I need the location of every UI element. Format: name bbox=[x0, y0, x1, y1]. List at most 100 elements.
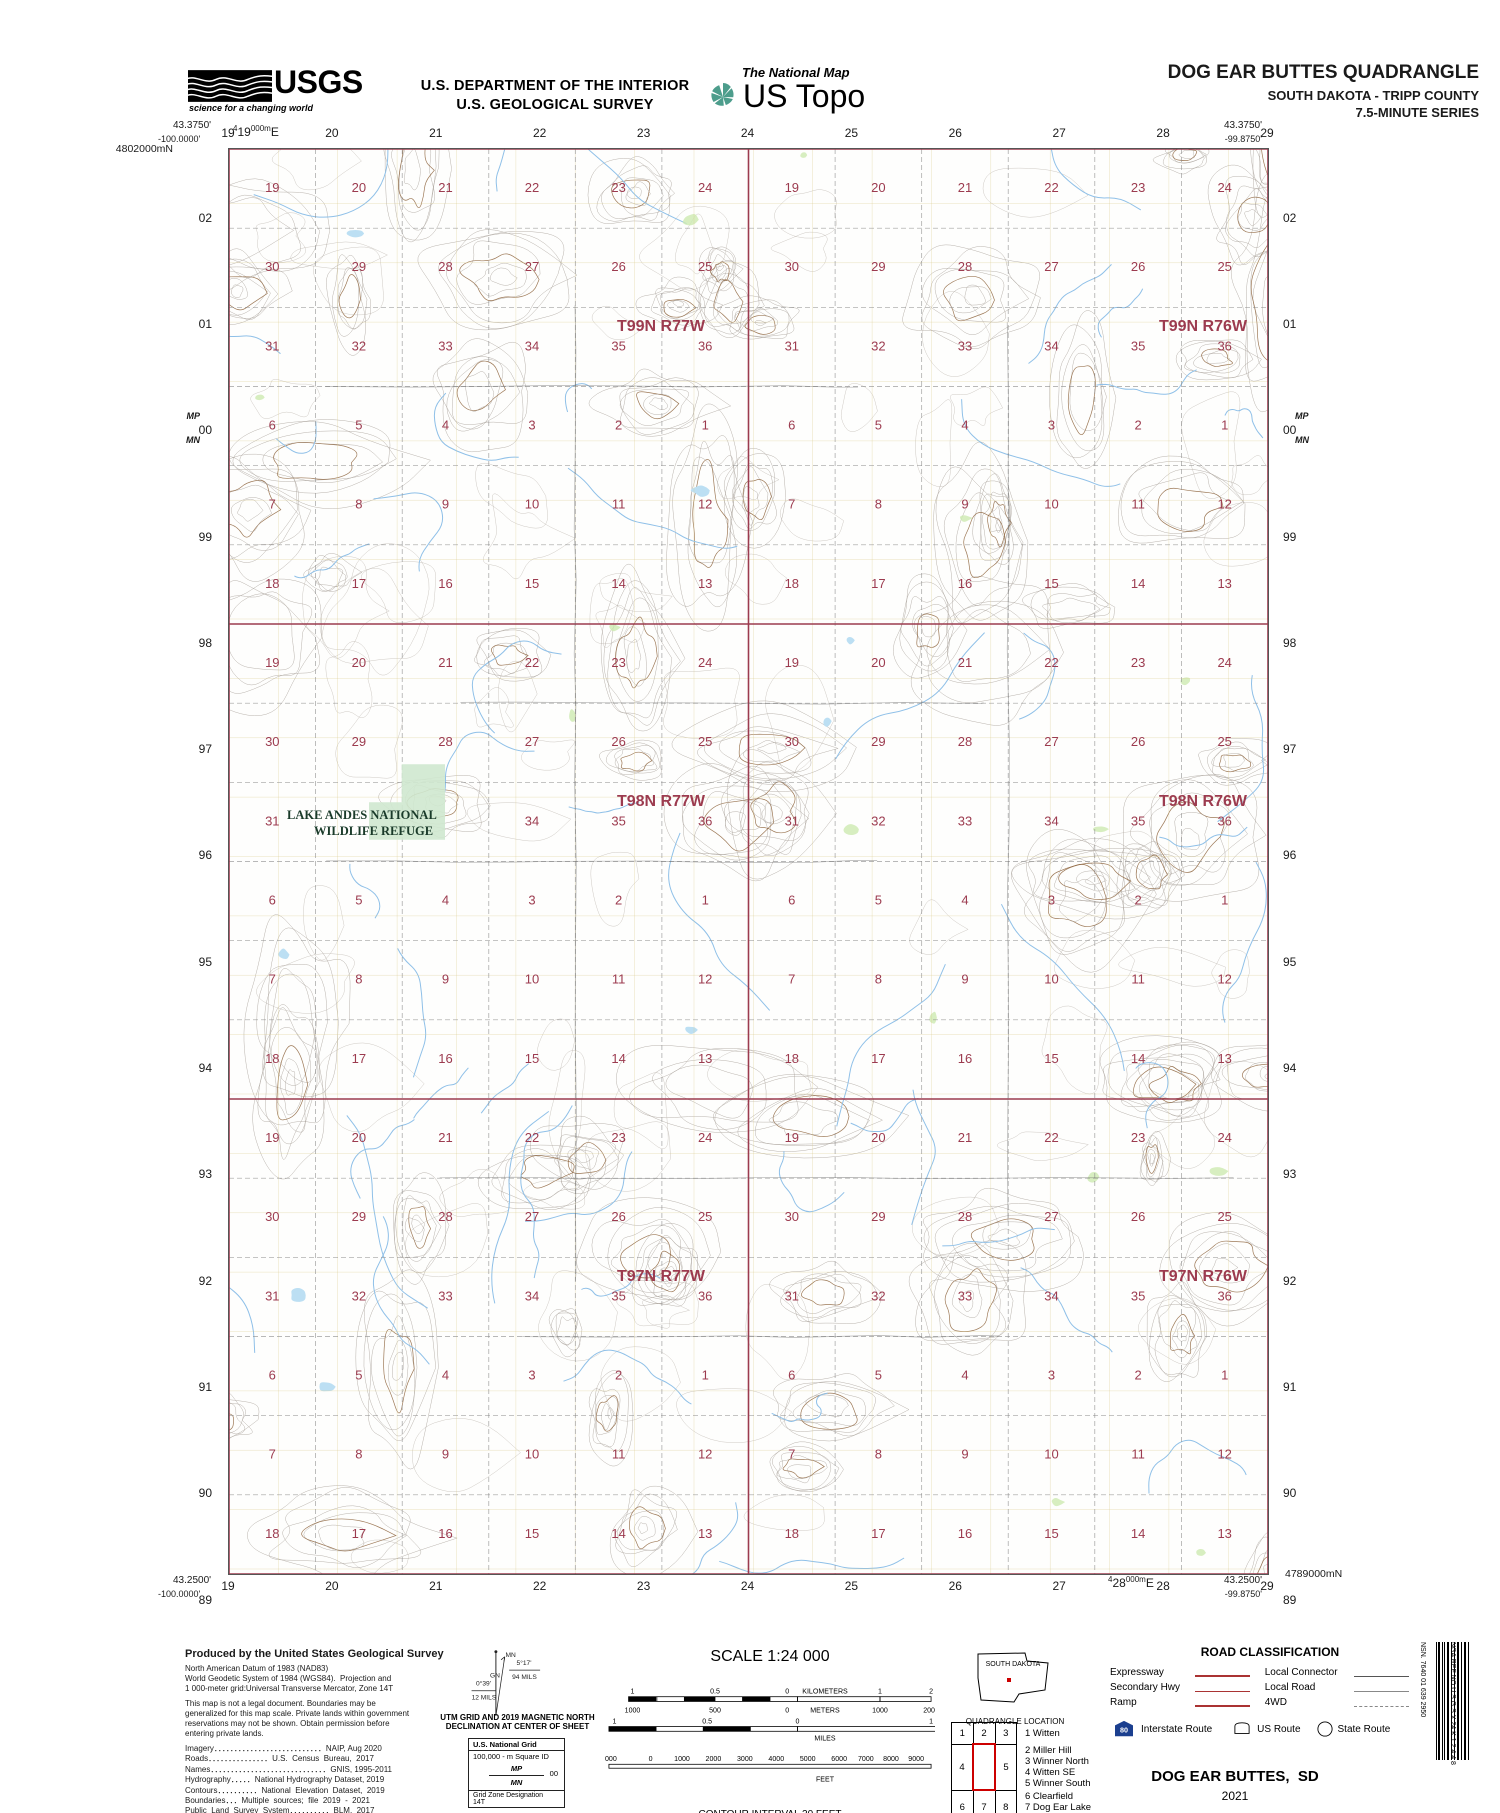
svg-text:1: 1 bbox=[1221, 1368, 1228, 1383]
svg-text:13: 13 bbox=[698, 1526, 712, 1541]
svg-text:9: 9 bbox=[442, 497, 449, 512]
svg-text:12: 12 bbox=[1217, 972, 1231, 987]
svg-text:8: 8 bbox=[875, 497, 882, 512]
svg-text:33: 33 bbox=[438, 338, 452, 353]
svg-text:5000: 5000 bbox=[800, 1756, 816, 1763]
svg-text:17: 17 bbox=[352, 1051, 366, 1066]
svg-text:14: 14 bbox=[611, 576, 625, 591]
svg-text:11: 11 bbox=[1131, 972, 1145, 987]
svg-text:31: 31 bbox=[785, 1288, 799, 1303]
svg-text:19: 19 bbox=[265, 655, 279, 670]
svg-text:1: 1 bbox=[929, 1718, 933, 1725]
svg-text:15: 15 bbox=[525, 1526, 539, 1541]
svg-text:6: 6 bbox=[269, 1368, 276, 1383]
svg-text:0°39': 0°39' bbox=[476, 1680, 491, 1688]
svg-text:WILDLIFE REFUGE: WILDLIFE REFUGE bbox=[314, 824, 433, 838]
svg-text:8: 8 bbox=[355, 1447, 362, 1462]
svg-text:10: 10 bbox=[1044, 972, 1058, 987]
svg-text:31: 31 bbox=[785, 813, 799, 828]
svg-text:12: 12 bbox=[698, 1447, 712, 1462]
svg-text:28: 28 bbox=[958, 734, 972, 749]
svg-text:0: 0 bbox=[785, 1707, 789, 1714]
svg-text:24: 24 bbox=[1217, 180, 1231, 195]
svg-text:8: 8 bbox=[355, 972, 362, 987]
svg-text:5: 5 bbox=[355, 1368, 362, 1383]
svg-text:1: 1 bbox=[1221, 418, 1228, 433]
svg-text:5: 5 bbox=[355, 893, 362, 908]
svg-text:31: 31 bbox=[265, 1288, 279, 1303]
svg-text:23: 23 bbox=[611, 655, 625, 670]
svg-text:25: 25 bbox=[698, 734, 712, 749]
svg-text:LAKE ANDES NATIONAL: LAKE ANDES NATIONAL bbox=[287, 808, 437, 822]
svg-text:5: 5 bbox=[355, 418, 362, 433]
svg-text:0.5: 0.5 bbox=[702, 1718, 712, 1725]
svg-text:22: 22 bbox=[1044, 1130, 1058, 1145]
svg-text:2: 2 bbox=[615, 418, 622, 433]
svg-text:20: 20 bbox=[352, 180, 366, 195]
svg-text:11: 11 bbox=[1131, 1447, 1145, 1462]
svg-text:36: 36 bbox=[1217, 1288, 1231, 1303]
svg-text:18: 18 bbox=[785, 1526, 799, 1541]
svg-text:1: 1 bbox=[1221, 893, 1228, 908]
svg-text:16: 16 bbox=[438, 1526, 452, 1541]
svg-text:32: 32 bbox=[871, 813, 885, 828]
svg-text:32: 32 bbox=[871, 1288, 885, 1303]
svg-text:8000: 8000 bbox=[883, 1756, 899, 1763]
svg-text:T97N R77W: T97N R77W bbox=[617, 1268, 706, 1285]
svg-text:27: 27 bbox=[525, 734, 539, 749]
svg-text:33: 33 bbox=[438, 1288, 452, 1303]
svg-text:0: 0 bbox=[796, 1718, 800, 1725]
svg-text:KILOMETERS: KILOMETERS bbox=[802, 1689, 848, 1696]
svg-text:35: 35 bbox=[611, 338, 625, 353]
svg-text:10: 10 bbox=[525, 497, 539, 512]
svg-text:10: 10 bbox=[1044, 1447, 1058, 1462]
svg-text:27: 27 bbox=[525, 259, 539, 274]
svg-text:27: 27 bbox=[1044, 259, 1058, 274]
svg-text:19: 19 bbox=[265, 180, 279, 195]
svg-text:34: 34 bbox=[1044, 1288, 1058, 1303]
svg-text:10: 10 bbox=[1044, 497, 1058, 512]
svg-text:5: 5 bbox=[875, 418, 882, 433]
svg-text:4: 4 bbox=[442, 893, 449, 908]
svg-text:5: 5 bbox=[875, 1368, 882, 1383]
svg-text:17: 17 bbox=[352, 1526, 366, 1541]
svg-text:9: 9 bbox=[961, 497, 968, 512]
svg-text:6: 6 bbox=[788, 418, 795, 433]
svg-text:29: 29 bbox=[352, 1209, 366, 1224]
svg-text:10: 10 bbox=[525, 972, 539, 987]
svg-text:10: 10 bbox=[525, 1447, 539, 1462]
svg-text:26: 26 bbox=[1131, 734, 1145, 749]
svg-text:14: 14 bbox=[611, 1526, 625, 1541]
svg-text:3: 3 bbox=[1048, 1368, 1055, 1383]
svg-text:1: 1 bbox=[702, 1368, 709, 1383]
svg-text:19: 19 bbox=[785, 1130, 799, 1145]
svg-text:25: 25 bbox=[1217, 1209, 1231, 1224]
svg-text:12: 12 bbox=[698, 972, 712, 987]
svg-text:24: 24 bbox=[1217, 1130, 1231, 1145]
svg-text:1000: 1000 bbox=[605, 1756, 617, 1763]
svg-text:35: 35 bbox=[1131, 1288, 1145, 1303]
svg-text:22: 22 bbox=[525, 1130, 539, 1145]
svg-text:29: 29 bbox=[871, 734, 885, 749]
svg-text:21: 21 bbox=[438, 1130, 452, 1145]
svg-text:22: 22 bbox=[1044, 655, 1058, 670]
svg-text:13: 13 bbox=[698, 576, 712, 591]
svg-text:30: 30 bbox=[785, 734, 799, 749]
svg-text:16: 16 bbox=[958, 576, 972, 591]
svg-text:2000: 2000 bbox=[706, 1756, 722, 1763]
svg-text:SOUTH DAKOTA: SOUTH DAKOTA bbox=[986, 1661, 1041, 1668]
svg-text:13: 13 bbox=[1217, 1051, 1231, 1066]
svg-text:9: 9 bbox=[961, 972, 968, 987]
svg-text:24: 24 bbox=[1217, 655, 1231, 670]
svg-text:7: 7 bbox=[788, 1447, 795, 1462]
svg-text:4: 4 bbox=[961, 1368, 968, 1383]
svg-text:18: 18 bbox=[785, 1051, 799, 1066]
svg-text:36: 36 bbox=[698, 338, 712, 353]
svg-text:94 MILS: 94 MILS bbox=[512, 1674, 537, 1681]
svg-text:18: 18 bbox=[785, 576, 799, 591]
svg-text:3: 3 bbox=[528, 1368, 535, 1383]
svg-text:5: 5 bbox=[875, 893, 882, 908]
svg-text:2: 2 bbox=[1134, 893, 1141, 908]
svg-text:3: 3 bbox=[528, 418, 535, 433]
svg-text:23: 23 bbox=[1131, 655, 1145, 670]
